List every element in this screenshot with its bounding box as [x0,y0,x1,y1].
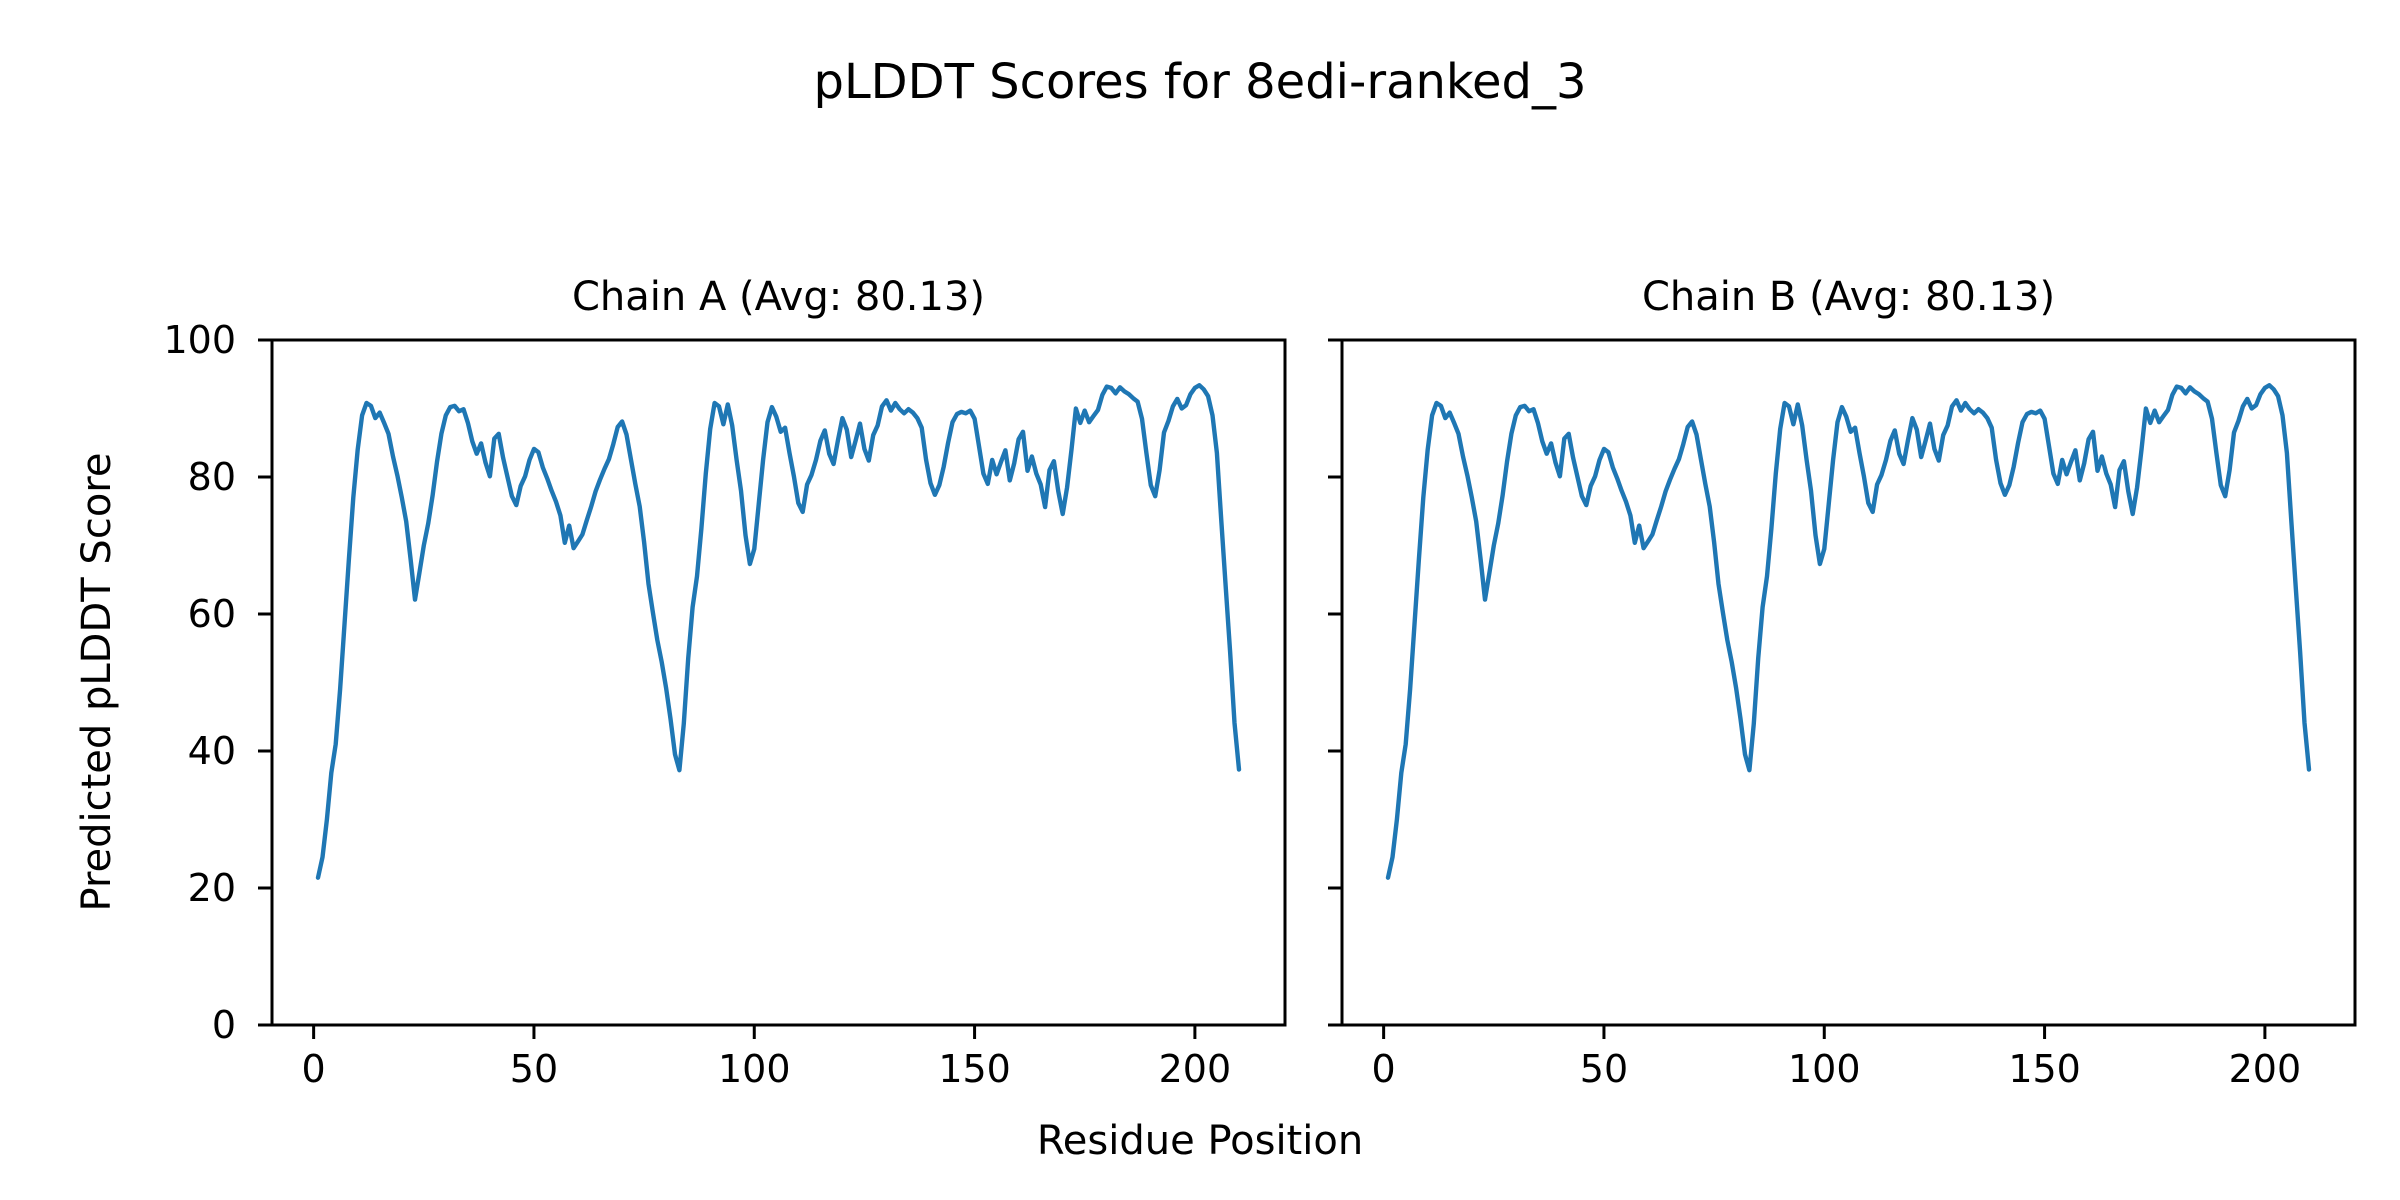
y-tick-label: 0 [212,1003,236,1047]
y-tick-label: 100 [163,318,236,362]
x-tick-label: 150 [938,1047,1011,1091]
subplot-title-b: Chain B (Avg: 80.13) [1642,274,2055,320]
axes-spines [270,338,1287,1027]
x-tick-label: 50 [510,1047,558,1091]
subplot-a: Chain A (Avg: 80.13) 0 50 100 150 200 0 20 40 60 8… [163,274,1287,1091]
x-tick-label: 0 [302,1047,326,1091]
plddt-line-chain-b [1385,383,2312,880]
y-tick-label: 40 [188,729,236,773]
plot-area [272,340,1285,1025]
x-tick-label: 50 [1580,1047,1628,1091]
y-tick-label: 20 [188,866,236,910]
x-tick-label: 200 [1159,1047,1232,1091]
y-tick-label: 80 [188,455,236,499]
x-axis-label: Residue Position [1036,1118,1364,1164]
y-tick-label: 60 [188,592,236,636]
subplot-title-a: Chain A (Avg: 80.13) [572,274,985,320]
x-tick-label: 0 [1372,1047,1396,1091]
plddt-line-chain-a [315,383,1242,880]
subplot-b: Chain B (Avg: 80.13) 0 50 100 150 200 [1328,274,2357,1091]
figure-title: pLDDT Scores for 8edi-ranked_3 [813,54,1587,110]
x-tick-label: 200 [2229,1047,2302,1091]
axes-spines [1340,338,2357,1027]
x-tick-label: 100 [1788,1047,1861,1091]
x-tick-label: 100 [718,1047,791,1091]
plot-area [1342,340,2355,1025]
x-tick-label: 150 [2008,1047,2081,1091]
